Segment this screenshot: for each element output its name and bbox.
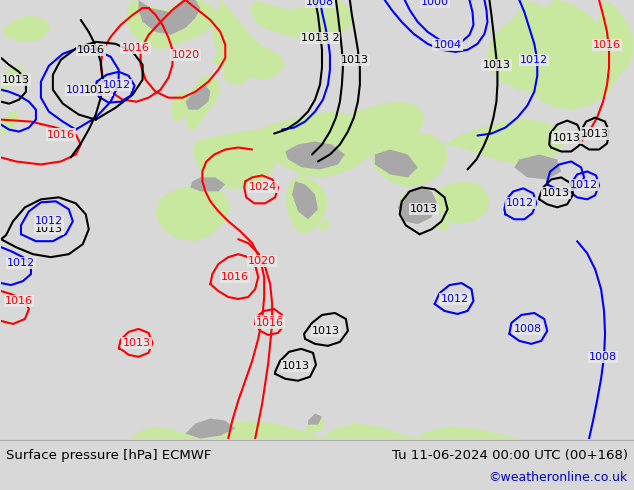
Polygon shape (318, 217, 330, 231)
Text: 1012: 1012 (441, 294, 469, 304)
Polygon shape (185, 85, 210, 110)
Text: 1013: 1013 (312, 326, 340, 336)
Polygon shape (348, 101, 425, 145)
Text: 1012: 1012 (507, 198, 534, 208)
Polygon shape (250, 0, 355, 42)
Polygon shape (285, 142, 345, 170)
Polygon shape (185, 418, 235, 439)
Text: 1020: 1020 (171, 50, 200, 60)
Polygon shape (139, 0, 200, 35)
Text: 1012: 1012 (103, 80, 131, 90)
Polygon shape (415, 427, 519, 439)
Text: 1012: 1012 (521, 55, 548, 65)
Polygon shape (212, 0, 285, 80)
Text: 1024: 1024 (249, 182, 277, 193)
Text: 1016: 1016 (47, 129, 75, 140)
Polygon shape (126, 0, 221, 50)
Text: 1012: 1012 (35, 216, 63, 226)
Text: 1000: 1000 (420, 0, 449, 7)
Text: 1008: 1008 (306, 0, 334, 7)
Text: 1016: 1016 (256, 318, 284, 328)
Text: 1016: 1016 (593, 40, 621, 50)
Polygon shape (192, 129, 278, 189)
Polygon shape (292, 181, 318, 220)
Text: 1013: 1013 (410, 204, 437, 214)
Polygon shape (488, 0, 581, 92)
Text: 1016: 1016 (221, 272, 249, 282)
Text: 1013 2: 1013 2 (301, 33, 339, 43)
Polygon shape (256, 112, 375, 177)
Polygon shape (591, 0, 633, 82)
Polygon shape (285, 174, 328, 234)
Polygon shape (370, 132, 448, 187)
Polygon shape (519, 0, 619, 110)
Polygon shape (293, 209, 305, 224)
Text: 1013: 1013 (282, 361, 310, 371)
Polygon shape (1, 15, 51, 42)
Text: 1012: 1012 (570, 180, 598, 191)
Text: 1013: 1013 (341, 55, 369, 65)
Text: 1013: 1013 (553, 133, 581, 143)
Text: 1020: 1020 (256, 316, 284, 326)
Polygon shape (305, 418, 325, 434)
Text: 1008: 1008 (589, 352, 617, 362)
Text: Tu 11-06-2024 00:00 UTC (00+168): Tu 11-06-2024 00:00 UTC (00+168) (392, 449, 628, 462)
Polygon shape (435, 181, 489, 224)
Text: 1016: 1016 (5, 296, 33, 306)
Polygon shape (131, 427, 200, 439)
Text: 1013: 1013 (542, 188, 570, 198)
Polygon shape (298, 195, 308, 206)
Polygon shape (375, 149, 418, 177)
Text: 1016: 1016 (77, 45, 105, 55)
Polygon shape (1, 110, 19, 140)
Polygon shape (190, 420, 325, 439)
Text: 1013: 1013 (35, 224, 63, 234)
Polygon shape (185, 85, 210, 110)
Polygon shape (190, 177, 225, 192)
Text: 1016: 1016 (122, 43, 150, 53)
Polygon shape (398, 187, 437, 224)
Polygon shape (444, 120, 564, 165)
Polygon shape (320, 423, 420, 439)
Polygon shape (308, 414, 322, 425)
Polygon shape (155, 184, 230, 241)
Polygon shape (155, 192, 181, 221)
Polygon shape (223, 65, 249, 86)
Text: 1013: 1013 (122, 338, 151, 348)
Text: 1013: 1013 (482, 60, 510, 70)
Text: 1012: 1012 (66, 85, 94, 95)
Polygon shape (212, 48, 242, 70)
Polygon shape (437, 220, 450, 231)
Text: 1008: 1008 (514, 324, 542, 334)
Text: 1013: 1013 (2, 75, 30, 85)
Polygon shape (420, 209, 432, 221)
Text: Surface pressure [hPa] ECMWF: Surface pressure [hPa] ECMWF (6, 449, 211, 462)
Polygon shape (1, 65, 26, 99)
Polygon shape (185, 75, 221, 129)
Text: ©weatheronline.co.uk: ©weatheronline.co.uk (489, 470, 628, 484)
Polygon shape (171, 92, 192, 122)
Text: 1004: 1004 (434, 40, 462, 50)
Polygon shape (514, 154, 561, 179)
Text: 1020: 1020 (248, 256, 276, 266)
Text: 1013: 1013 (84, 85, 112, 95)
Polygon shape (398, 187, 437, 224)
Text: 1013: 1013 (581, 128, 609, 139)
Text: 1012: 1012 (7, 258, 35, 268)
